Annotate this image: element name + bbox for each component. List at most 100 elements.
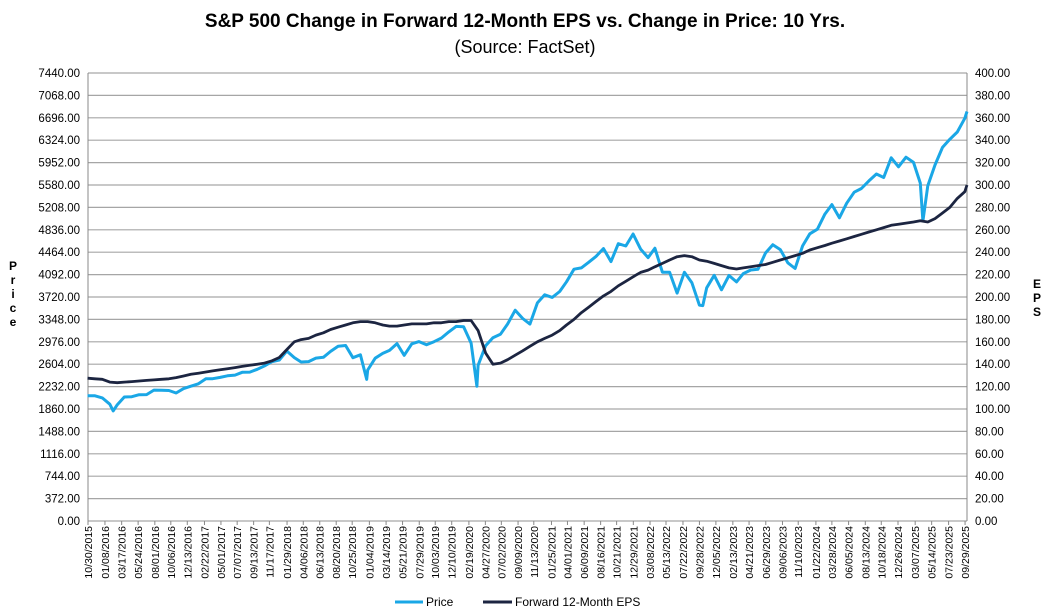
x-tick-label: 03/14/2019 — [381, 526, 393, 579]
x-tick-label: 05/13/2022 — [661, 526, 673, 579]
x-tick-label: 09/28/2022 — [694, 526, 706, 579]
x-tick-label: 08/20/2018 — [331, 526, 343, 579]
y2-tick-label: 300.00 — [975, 180, 1010, 192]
x-tick-label: 10/06/2016 — [166, 526, 178, 579]
y-tick-label: 6696.00 — [38, 113, 80, 125]
y-tick-label: 372.00 — [45, 494, 80, 506]
x-tick-label: 05/14/2025 — [927, 526, 939, 579]
y2-tick-label: 340.00 — [975, 135, 1010, 147]
y-tick-label: 4464.00 — [38, 247, 80, 259]
right-axis-ticks: 0.00 20.00 40.00 60.00 80.00 100.00 120.00 140.… — [975, 68, 1010, 528]
legend-price-label: Price — [426, 595, 454, 609]
x-tick-label: 05/01/2017 — [216, 526, 228, 579]
y2-tick-label: 260.00 — [975, 225, 1010, 237]
x-tick-label: 09/06/2023 — [777, 526, 789, 579]
x-tick-label: 05/21/2019 — [398, 526, 410, 579]
x-tick-label: 09/09/2020 — [513, 526, 525, 579]
x-tick-label: 06/13/2018 — [315, 526, 327, 579]
x-tick-label: 01/08/2016 — [100, 526, 112, 579]
y-tick-label: 3348.00 — [38, 314, 80, 326]
x-tick-label: 10/03/2019 — [430, 526, 442, 579]
y-tick-label: 2232.00 — [38, 382, 80, 394]
y2-tick-label: 80.00 — [975, 426, 1004, 438]
y-tick-label: 5580.00 — [38, 180, 80, 192]
x-tick-label: 03/08/2022 — [645, 526, 657, 579]
x-tick-label: 07/22/2022 — [678, 526, 690, 579]
chart-subtitle: (Source: FactSet) — [454, 37, 595, 57]
x-tick-label: 05/24/2016 — [133, 526, 145, 579]
x-tick-label: 07/29/2019 — [414, 526, 426, 579]
x-tick-label: 03/28/2024 — [827, 526, 839, 579]
y2-tick-label: 380.00 — [975, 90, 1010, 102]
x-tick-label: 12/05/2022 — [711, 526, 723, 579]
y-tick-label: 5208.00 — [38, 202, 80, 214]
x-tick-label: 12/29/2021 — [628, 526, 640, 579]
gridlines — [88, 72, 967, 522]
chart-title: S&P 500 Change in Forward 12-Month EPS v… — [205, 11, 845, 32]
x-tick-label: 07/23/2025 — [944, 526, 956, 579]
x-tick-label: 01/22/2024 — [811, 526, 823, 579]
y2-tick-label: 220.00 — [975, 270, 1010, 282]
x-tick-label: 10/25/2018 — [347, 526, 359, 579]
x-tick-label: 12/13/2016 — [182, 526, 194, 579]
legend-eps-label: Forward 12-Month EPS — [515, 595, 640, 609]
x-tick-label: 07/02/2020 — [496, 526, 508, 579]
x-tick-label: 01/04/2019 — [364, 526, 376, 579]
x-tick-label: 03/17/2016 — [117, 526, 129, 579]
y-tick-label: 4092.00 — [38, 270, 80, 282]
x-tick-label: 10/18/2024 — [876, 526, 888, 579]
x-tick-label: 08/01/2016 — [150, 526, 162, 579]
y-tick-label: 7068.00 — [38, 90, 80, 102]
eps-line — [87, 184, 969, 385]
y2-tick-label: 60.00 — [975, 449, 1004, 461]
y-tick-label: 6324.00 — [38, 135, 80, 147]
x-axis-ticks: 10/30/2015 01/08/2016 03/17/2016 05/24/2016… — [83, 521, 972, 579]
x-tick-label: 02/19/2020 — [464, 526, 476, 579]
y2-tick-label: 140.00 — [975, 359, 1010, 371]
x-tick-label: 08/13/2024 — [860, 526, 872, 579]
y-tick-label: 3720.00 — [38, 292, 80, 304]
y-tick-label: 4836.00 — [38, 225, 80, 237]
y-tick-label: 2976.00 — [38, 337, 80, 349]
x-tick-label: 04/27/2020 — [480, 526, 492, 579]
x-tick-label: 10/21/2021 — [612, 526, 624, 579]
legend: Price Forward 12-Month EPS — [395, 595, 640, 609]
y-tick-label: 744.00 — [45, 471, 80, 483]
y2-tick-label: 40.00 — [975, 471, 1004, 483]
x-tick-label: 03/07/2025 — [910, 526, 922, 579]
x-tick-label: 06/09/2021 — [579, 526, 591, 579]
x-tick-label: 12/26/2024 — [893, 526, 905, 579]
y2-tick-label: 320.00 — [975, 158, 1010, 170]
y-tick-label: 7440.00 — [38, 68, 80, 80]
price-line — [87, 111, 969, 413]
y2-tick-label: 100.00 — [975, 404, 1010, 416]
y-tick-label: 1116.00 — [40, 449, 80, 461]
x-tick-label: 04/01/2021 — [562, 526, 574, 579]
x-tick-label: 09/29/2025 — [960, 526, 972, 579]
x-tick-label: 09/13/2017 — [249, 526, 261, 579]
y2-tick-label: 240.00 — [975, 247, 1010, 259]
y-tick-label: 0.00 — [58, 516, 80, 528]
x-tick-label: 04/21/2023 — [744, 526, 756, 579]
y-tick-label: 5952.00 — [38, 158, 80, 170]
x-tick-label: 06/05/2024 — [844, 526, 856, 579]
x-tick-label: 11/13/2020 — [529, 526, 541, 578]
x-tick-label: 07/07/2017 — [232, 526, 244, 579]
y-tick-label: 2604.00 — [38, 359, 80, 371]
x-tick-label: 04/06/2018 — [298, 526, 310, 579]
x-tick-label: 12/10/2019 — [447, 526, 459, 579]
x-tick-label: 06/29/2023 — [761, 526, 773, 579]
x-tick-label: 11/17/2017 — [264, 526, 276, 578]
x-tick-label: 02/13/2023 — [728, 526, 740, 579]
y2-tick-label: 400.00 — [975, 68, 1010, 80]
y2-tick-label: 20.00 — [975, 494, 1004, 506]
x-tick-label: 10/30/2015 — [83, 526, 95, 579]
x-tick-label: 02/22/2017 — [199, 526, 211, 579]
left-axis-ticks: 0.00 372.00 744.00 1116.00 1488.00 1860.00 223… — [38, 68, 80, 528]
y-tick-label: 1488.00 — [38, 426, 80, 438]
series-lines — [87, 111, 969, 413]
y2-tick-label: 360.00 — [975, 113, 1010, 125]
